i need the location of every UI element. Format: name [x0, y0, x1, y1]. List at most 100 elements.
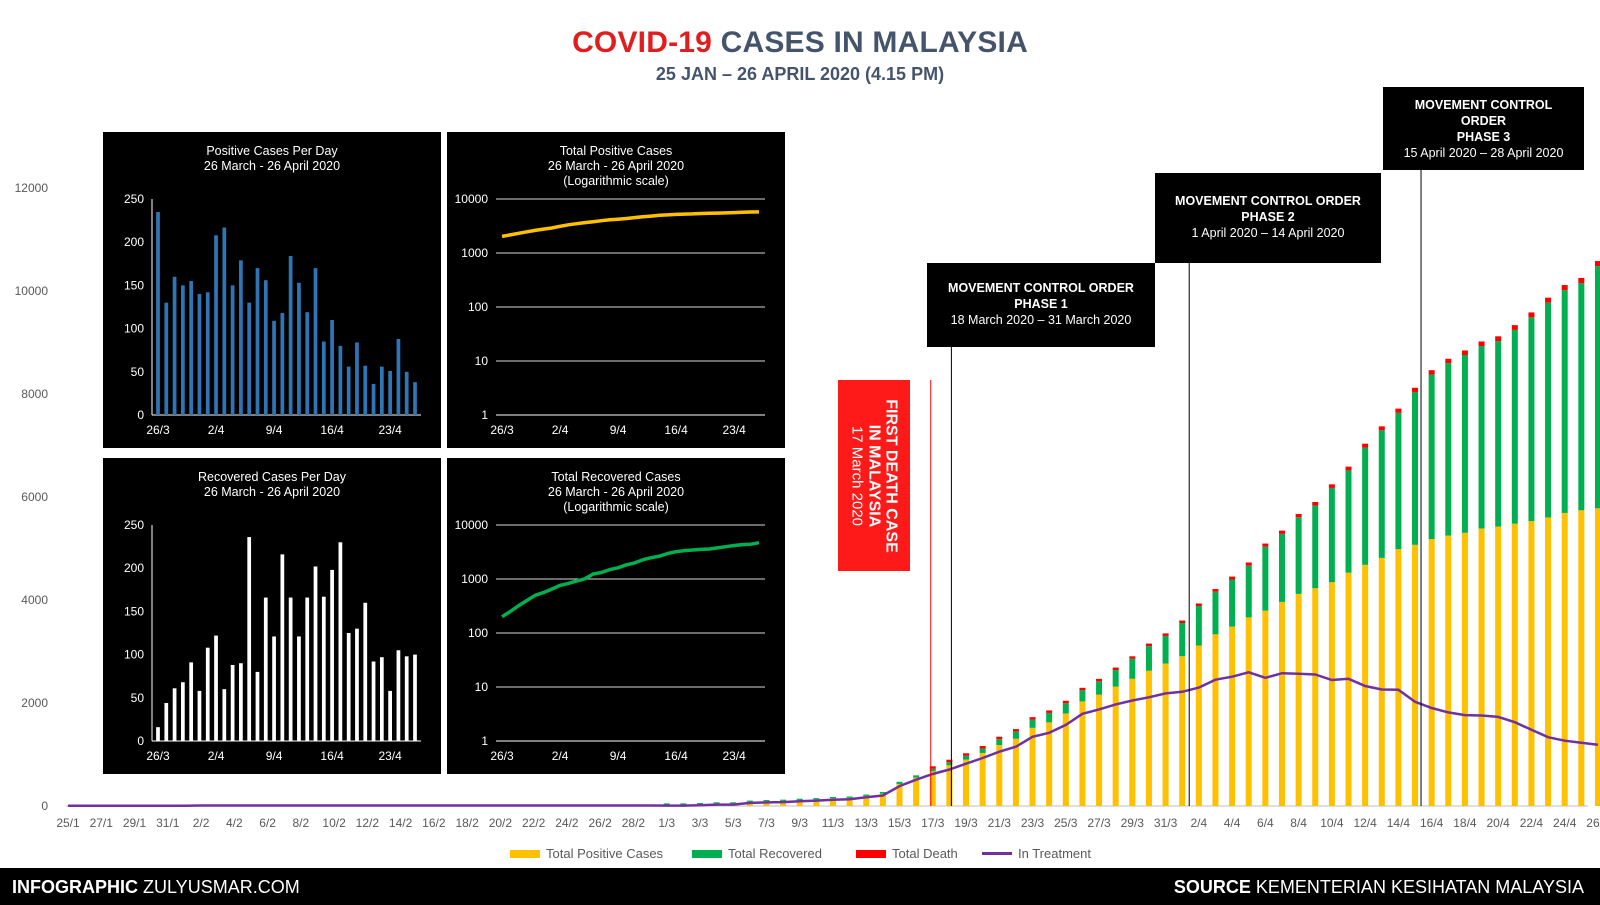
- bar-positive: [1295, 593, 1302, 806]
- y-tick-label: 50: [131, 365, 145, 379]
- bar-positive: [1179, 656, 1186, 806]
- y-tick-label: 2000: [21, 696, 48, 710]
- first-death-line1: FIRST DEATH CASE: [882, 398, 900, 553]
- bar-recovered: [1395, 412, 1402, 550]
- y-tick-label: 200: [124, 561, 144, 575]
- inset-bar: [164, 302, 169, 415]
- bar-recovered: [1062, 703, 1069, 714]
- bar-positive: [796, 799, 803, 806]
- bar-death: [1212, 589, 1219, 592]
- bar-positive: [829, 798, 836, 806]
- inset-bar: [363, 602, 368, 741]
- bar-recovered: [1229, 579, 1236, 627]
- bar-recovered: [1029, 719, 1036, 728]
- y-tick-label: 0: [137, 734, 144, 748]
- x-tick-label: 15/3: [888, 816, 912, 830]
- x-tick-label: 11/3: [822, 816, 845, 830]
- page-subtitle: 25 JAN – 26 APRIL 2020 (4.15 PM): [655, 64, 945, 84]
- bar-recovered: [1461, 355, 1468, 533]
- bar-recovered: [1445, 363, 1452, 536]
- inset-bar: [172, 688, 177, 741]
- bar-recovered: [1129, 658, 1136, 679]
- bar-positive: [1378, 557, 1385, 806]
- bar-death: [1561, 285, 1568, 291]
- inset-bar: [272, 320, 276, 415]
- bar-recovered: [963, 755, 970, 760]
- inset-bar: [396, 650, 401, 741]
- x-tick-label: 16/4: [1420, 816, 1444, 830]
- x-tick-label: 2/2: [193, 816, 210, 830]
- inset-bar: [197, 690, 202, 741]
- x-tick-label: 29/1: [123, 816, 147, 830]
- mco2-dates: 1 April 2020 – 14 April 2020: [1191, 226, 1345, 240]
- bar-recovered: [663, 803, 670, 805]
- x-tick-label: 3/3: [692, 816, 709, 830]
- inset-bar: [247, 537, 252, 741]
- legend-swatch-positive: [510, 850, 540, 858]
- inset-bar: [280, 313, 285, 415]
- bar-death: [1012, 729, 1019, 732]
- x-tick-label: 21/3: [988, 816, 1012, 830]
- inset-line: [501, 540, 760, 619]
- inset-note: (Logarithmic scale): [563, 500, 669, 514]
- bar-positive: [813, 799, 820, 806]
- bar-death: [1046, 710, 1053, 713]
- y-tick-label: 100: [124, 322, 144, 336]
- inset-bar: [255, 671, 260, 741]
- bar-positive: [979, 752, 986, 806]
- x-tick-label: 13/3: [855, 816, 879, 830]
- bar-recovered: [1212, 591, 1219, 635]
- footer-source: SOURCE KEMENTERIAN KESIHATAN MALAYSIA: [1173, 877, 1584, 897]
- inset-bar: [181, 682, 185, 741]
- inset-bar: [222, 227, 227, 415]
- bar-positive: [996, 745, 1003, 806]
- bar-death: [1079, 687, 1086, 691]
- mco2-title: MOVEMENT CONTROL ORDER: [1175, 194, 1361, 208]
- bar-positive: [1545, 517, 1552, 806]
- bar-positive: [1262, 610, 1269, 806]
- bar-positive: [1478, 528, 1485, 806]
- bar-recovered: [1328, 487, 1335, 583]
- inset-bar: [363, 365, 368, 415]
- first-death-line2: IN MALAYSIA: [865, 424, 883, 527]
- inset-total-recovered: Total Recovered Cases 26 March - 26 April…: [447, 458, 785, 774]
- bar-positive: [1395, 549, 1402, 806]
- bar-recovered: [846, 796, 853, 798]
- bar-recovered: [1378, 430, 1385, 558]
- inset-bar: [181, 285, 185, 415]
- bar-death: [1445, 358, 1452, 364]
- bar-recovered: [780, 799, 787, 801]
- x-tick-label: 23/4: [378, 749, 402, 763]
- bar-recovered: [796, 798, 803, 800]
- bar-positive: [1561, 512, 1568, 806]
- bar-death: [1145, 643, 1152, 647]
- bar-recovered: [879, 791, 886, 794]
- x-tick-label: 23/3: [1021, 816, 1045, 830]
- inset-bar: [205, 647, 210, 741]
- x-tick-label: 31/3: [1154, 816, 1178, 830]
- x-tick-label: 25/3: [1054, 816, 1078, 830]
- y-tick-label: 10000: [15, 284, 49, 298]
- x-tick-label: 27/1: [90, 816, 114, 830]
- x-tick-label: 19/3: [954, 816, 978, 830]
- bar-positive: [1412, 544, 1419, 806]
- inset-title: Positive Cases Per Day: [206, 144, 338, 158]
- bar-positive: [846, 797, 853, 806]
- x-tick-label: 26/2: [588, 816, 612, 830]
- inset-subtitle: 26 March - 26 April 2020: [547, 485, 685, 499]
- y-tick-label: 10: [475, 354, 489, 368]
- bar-recovered: [1511, 329, 1518, 524]
- bar-death: [1412, 387, 1419, 392]
- legend-swatch-recovered: [692, 850, 722, 858]
- bar-positive: [963, 759, 970, 806]
- bar-death: [1179, 620, 1186, 624]
- inset-bar: [247, 302, 252, 415]
- footer-credit: INFOGRAPHIC ZULYUSMAR.COM: [12, 877, 300, 897]
- mco-phase1-label: MOVEMENT CONTROL ORDER PHASE 1 18 March 20…: [927, 263, 1155, 347]
- x-tick-label: 9/4: [266, 423, 283, 437]
- bar-positive: [896, 783, 903, 806]
- bar-death: [979, 745, 986, 749]
- bar-positive: [1445, 535, 1452, 806]
- bar-recovered: [1312, 505, 1319, 589]
- bar-recovered: [1096, 681, 1103, 695]
